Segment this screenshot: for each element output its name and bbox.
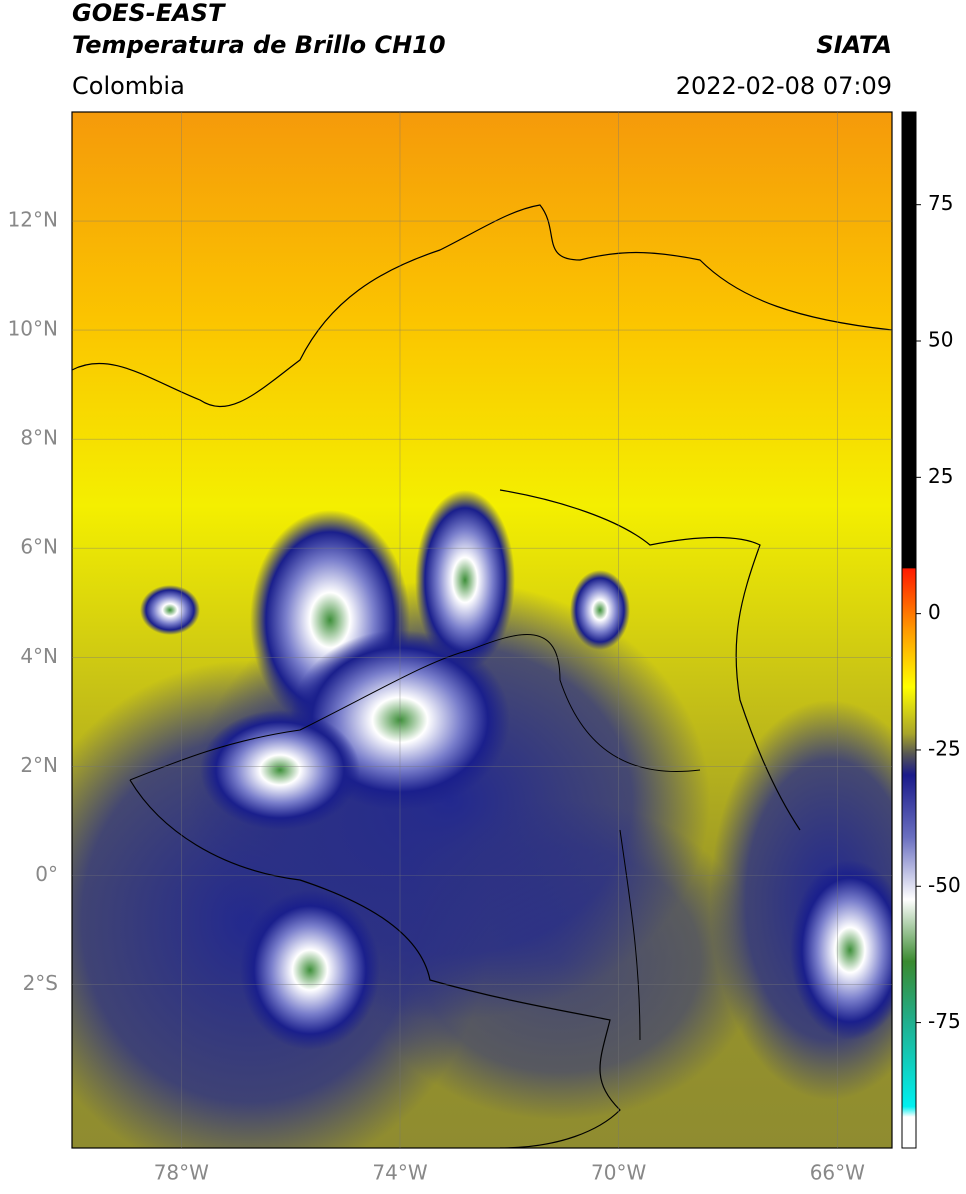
colorbar-tick-label: 25 — [928, 464, 953, 488]
lat-tick-label: 6°N — [20, 535, 58, 559]
lon-tick-label: 66°W — [810, 1161, 865, 1185]
colorbar-tick-label: -25 — [928, 736, 961, 760]
lat-tick-label: 4°N — [20, 644, 58, 668]
colorbar-tick-label: -75 — [928, 1009, 961, 1033]
title-line1: GOES-EAST — [72, 0, 226, 27]
colorbar — [901, 111, 917, 1149]
lon-tick-label: 78°W — [154, 1161, 209, 1185]
lat-tick-label: 12°N — [8, 208, 58, 232]
lat-tick-label: 2°N — [20, 753, 58, 777]
lat-tick-label: 10°N — [8, 317, 58, 341]
datetime: 2022-02-08 07:09 — [676, 72, 892, 100]
lat-tick-label: 0° — [35, 862, 58, 886]
region: Colombia — [72, 72, 185, 100]
colorbar-tick-label: 0 — [928, 600, 941, 624]
lat-tick-label: 8°N — [20, 426, 58, 450]
satellite-image — [72, 112, 892, 1148]
source: SIATA — [816, 31, 892, 59]
lon-tick-label: 70°W — [591, 1161, 646, 1185]
colorbar-tick-label: 75 — [928, 191, 953, 215]
map-frame — [71, 111, 893, 1149]
lat-tick-label: 2°S — [23, 971, 58, 995]
colorbar-tick-label: 50 — [928, 328, 953, 352]
colorbar-tick-label: -50 — [928, 873, 961, 897]
title-line2: Temperatura de Brillo CH10 — [72, 31, 446, 59]
lon-tick-label: 74°W — [372, 1161, 427, 1185]
